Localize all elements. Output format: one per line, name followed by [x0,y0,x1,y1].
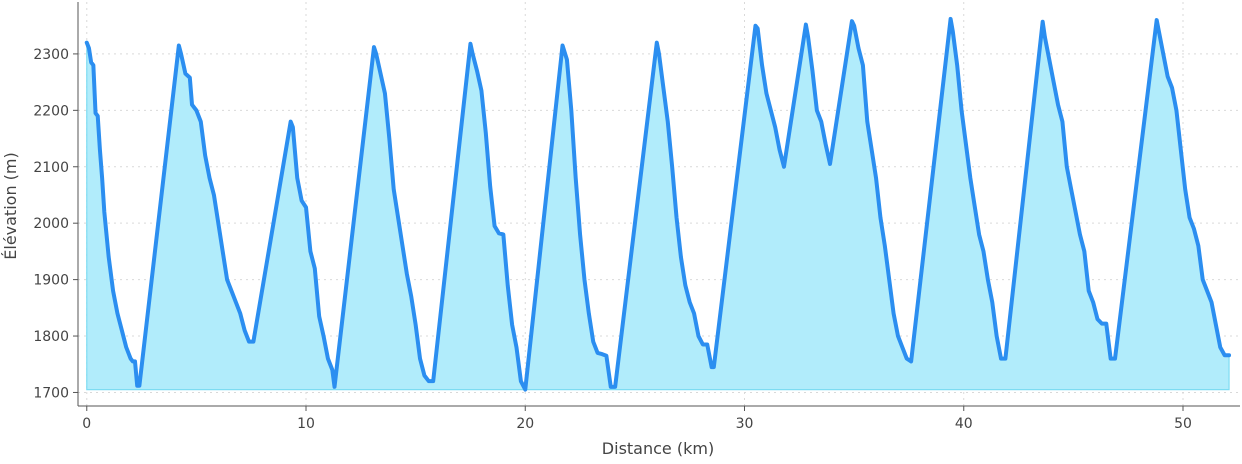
x-tick-label: 20 [516,416,534,432]
y-axis-label: Élévation (m) [1,152,20,259]
x-axis-ticks: 0 10 20 30 40 50 [82,406,1192,432]
y-tick-label: 2100 [33,160,69,176]
y-tick-label: 2300 [33,47,69,63]
x-axis-label: Distance (km) [602,439,714,458]
x-tick-label: 50 [1174,416,1192,432]
y-tick-label: 1800 [33,329,69,345]
axes [77,2,1240,407]
x-tick-label: 30 [736,416,754,432]
x-tick-label: 0 [82,416,91,432]
y-tick-label: 2000 [33,216,69,232]
x-tick-label: 40 [955,416,973,432]
elevation-line [84,16,1232,392]
y-axis-ticks: 1700 1800 1900 2000 2100 2200 2300 [33,47,78,401]
elevation-area-fill [86,18,1230,392]
y-tick-label: 1900 [33,273,69,289]
x-tick-label: 10 [297,416,315,432]
y-tick-label: 1700 [33,385,69,401]
y-tick-label: 2200 [33,103,69,119]
